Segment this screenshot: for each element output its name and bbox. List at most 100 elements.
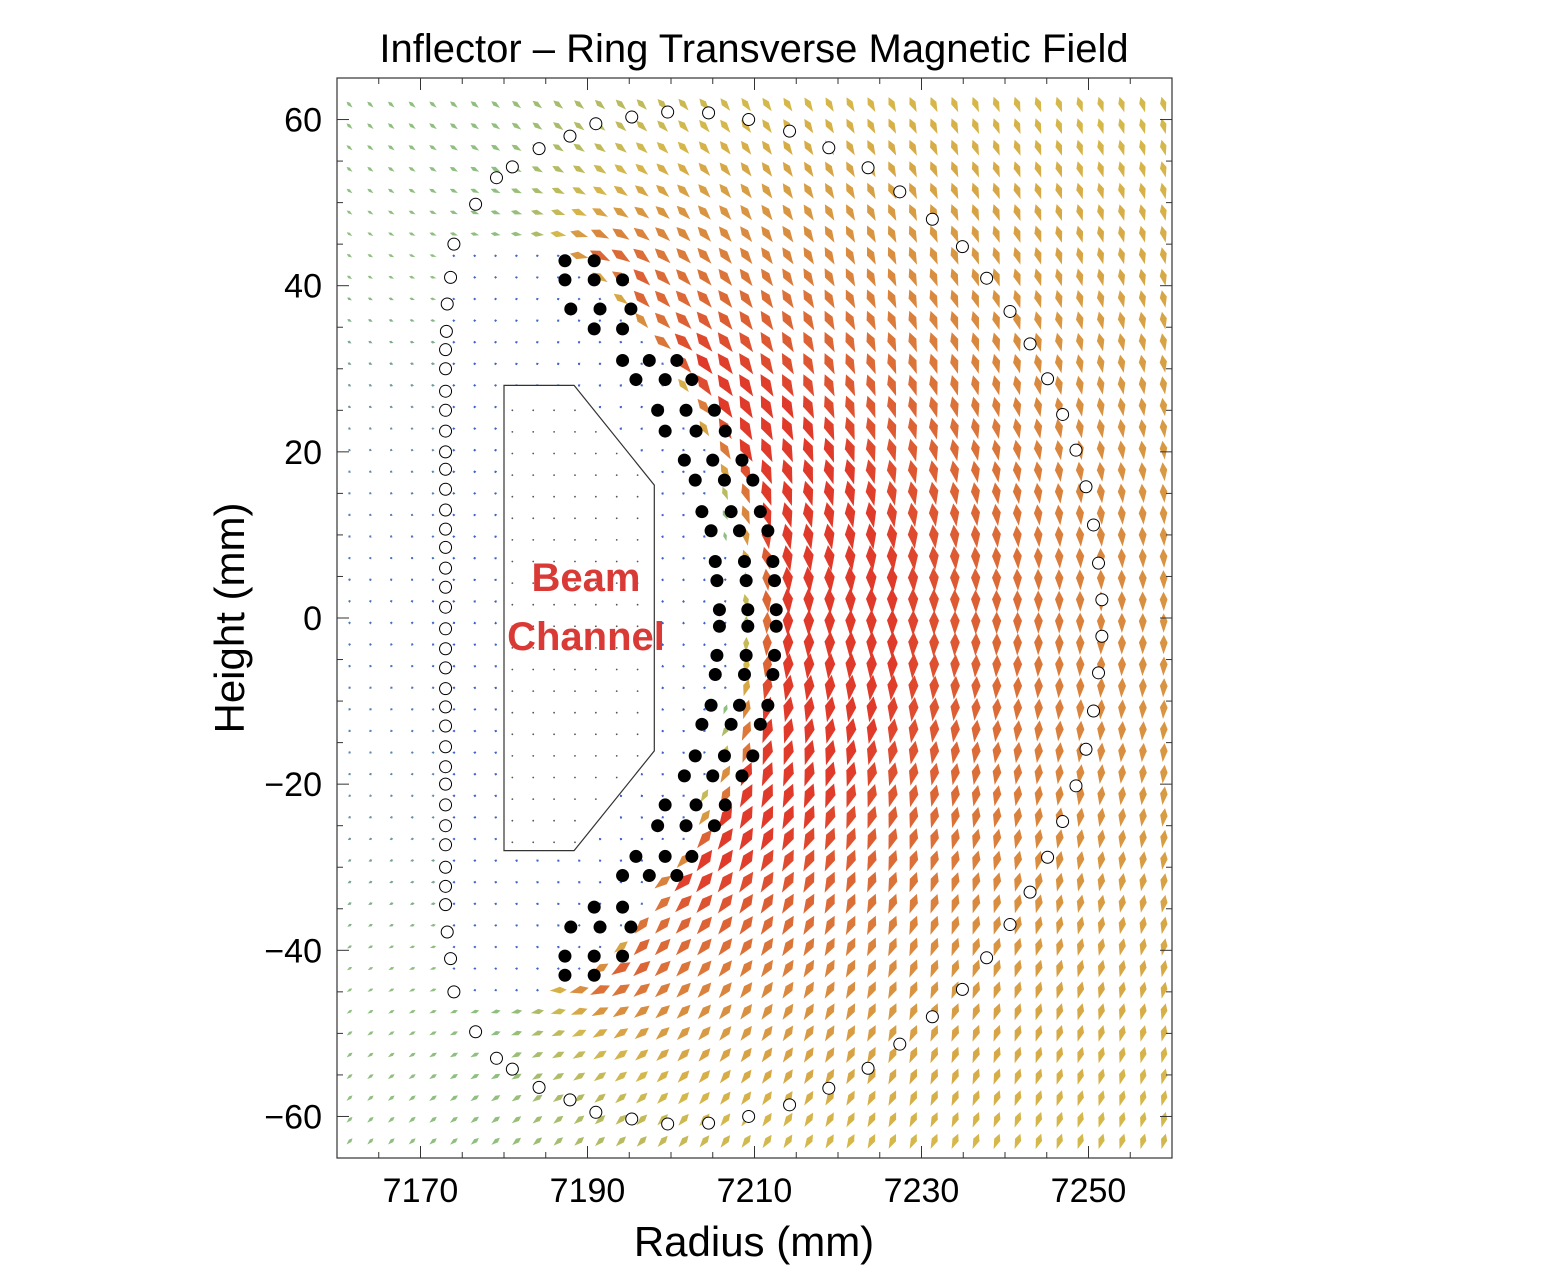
outer-coil-conductor [439, 719, 453, 733]
plot-frame [336, 77, 1173, 1159]
inner-coil-conductor [746, 473, 760, 487]
field-arrow [654, 983, 671, 998]
field-arrow [1097, 829, 1106, 849]
field-arrow [619, 384, 622, 387]
field-arrow [369, 643, 372, 646]
field-arrow [824, 395, 835, 419]
field-arrow [781, 353, 794, 375]
field-arrow [909, 204, 917, 222]
inner-coil-conductor [679, 819, 693, 833]
field-arrow [1096, 397, 1105, 417]
field-arrow [888, 1112, 897, 1128]
field-arrow [410, 621, 414, 625]
field-arrow [635, 163, 649, 175]
field-arrow [1035, 894, 1043, 914]
field-arrow [431, 383, 435, 387]
field-arrow [578, 881, 581, 884]
field-arrow [761, 959, 773, 978]
field-arrow [909, 762, 919, 786]
x-tick-label: 7170 [383, 1172, 459, 1210]
inner-coil-conductor [737, 667, 751, 681]
field-arrow [557, 859, 560, 862]
field-arrow [387, 145, 395, 151]
field-arrow [347, 340, 352, 344]
field-arrow [718, 311, 733, 330]
field-arrow [494, 837, 498, 841]
field-arrow [1055, 332, 1063, 352]
field-arrow [635, 313, 649, 329]
field-arrow [1160, 764, 1168, 784]
field-arrow [1160, 981, 1168, 999]
field-arrow [1138, 354, 1147, 373]
field-arrow [655, 1005, 670, 1019]
field-arrow [949, 524, 960, 549]
field-arrow [449, 188, 458, 193]
field-arrow [803, 783, 815, 809]
field-arrow [613, 293, 629, 305]
field-arrow [951, 850, 960, 871]
field-arrow [656, 163, 669, 176]
field-arrow [717, 374, 733, 397]
outer-coil-conductor [439, 482, 453, 496]
field-arrow [636, 733, 639, 736]
field-arrow [1139, 851, 1147, 870]
inner-coil-conductor [717, 473, 731, 487]
field-arrow [1160, 1068, 1168, 1085]
field-arrow [410, 686, 414, 689]
field-arrow [717, 872, 733, 893]
field-arrow [993, 916, 1001, 935]
field-arrow [473, 686, 477, 690]
field-arrow [782, 893, 794, 914]
field-arrow [682, 535, 685, 538]
field-arrow [1033, 547, 1043, 569]
field-arrow [740, 982, 753, 999]
field-arrow [824, 353, 835, 375]
field-arrow [971, 546, 981, 570]
inner-coil-conductor [587, 949, 601, 963]
field-arrow [845, 653, 856, 680]
field-arrow [845, 268, 856, 287]
field-arrow [615, 668, 618, 671]
field-arrow [719, 1004, 732, 1020]
outer-coil-conductor [439, 682, 453, 696]
field-arrow [636, 1136, 647, 1147]
field-arrow [845, 893, 856, 914]
field-arrow [494, 427, 498, 430]
field-arrow [571, 1029, 587, 1037]
field-arrow [703, 600, 706, 603]
field-arrow [930, 139, 938, 156]
field-arrow [699, 420, 710, 437]
field-arrow [1035, 1133, 1043, 1150]
field-arrow [369, 448, 372, 452]
field-arrow [473, 924, 477, 927]
field-arrow [1077, 1025, 1084, 1042]
field-arrow [656, 184, 670, 198]
field-arrow [740, 1004, 753, 1020]
field-arrow [1034, 204, 1042, 222]
field-arrow [515, 319, 518, 322]
field-arrow [700, 789, 709, 803]
field-arrow [494, 988, 498, 992]
field-arrow [1096, 483, 1105, 504]
field-arrow [491, 1095, 501, 1102]
field-arrow [866, 696, 877, 723]
field-arrow [532, 517, 535, 520]
inner-coil-conductor [753, 717, 767, 731]
field-arrow [536, 924, 539, 927]
field-arrow [1117, 290, 1125, 308]
field-arrow [473, 319, 477, 322]
field-arrow [887, 674, 898, 701]
field-arrow [348, 816, 351, 819]
field-arrow [347, 880, 352, 884]
field-arrow [804, 1090, 814, 1106]
field-arrow [367, 275, 373, 279]
field-arrow [1076, 764, 1085, 785]
field-arrow [1117, 526, 1126, 547]
field-arrow [803, 805, 815, 830]
field-arrow [470, 1074, 480, 1080]
field-arrow [1055, 289, 1063, 309]
field-arrow [1035, 937, 1043, 956]
field-arrow [697, 290, 712, 308]
field-arrow [369, 578, 372, 582]
field-arrow [909, 139, 917, 156]
